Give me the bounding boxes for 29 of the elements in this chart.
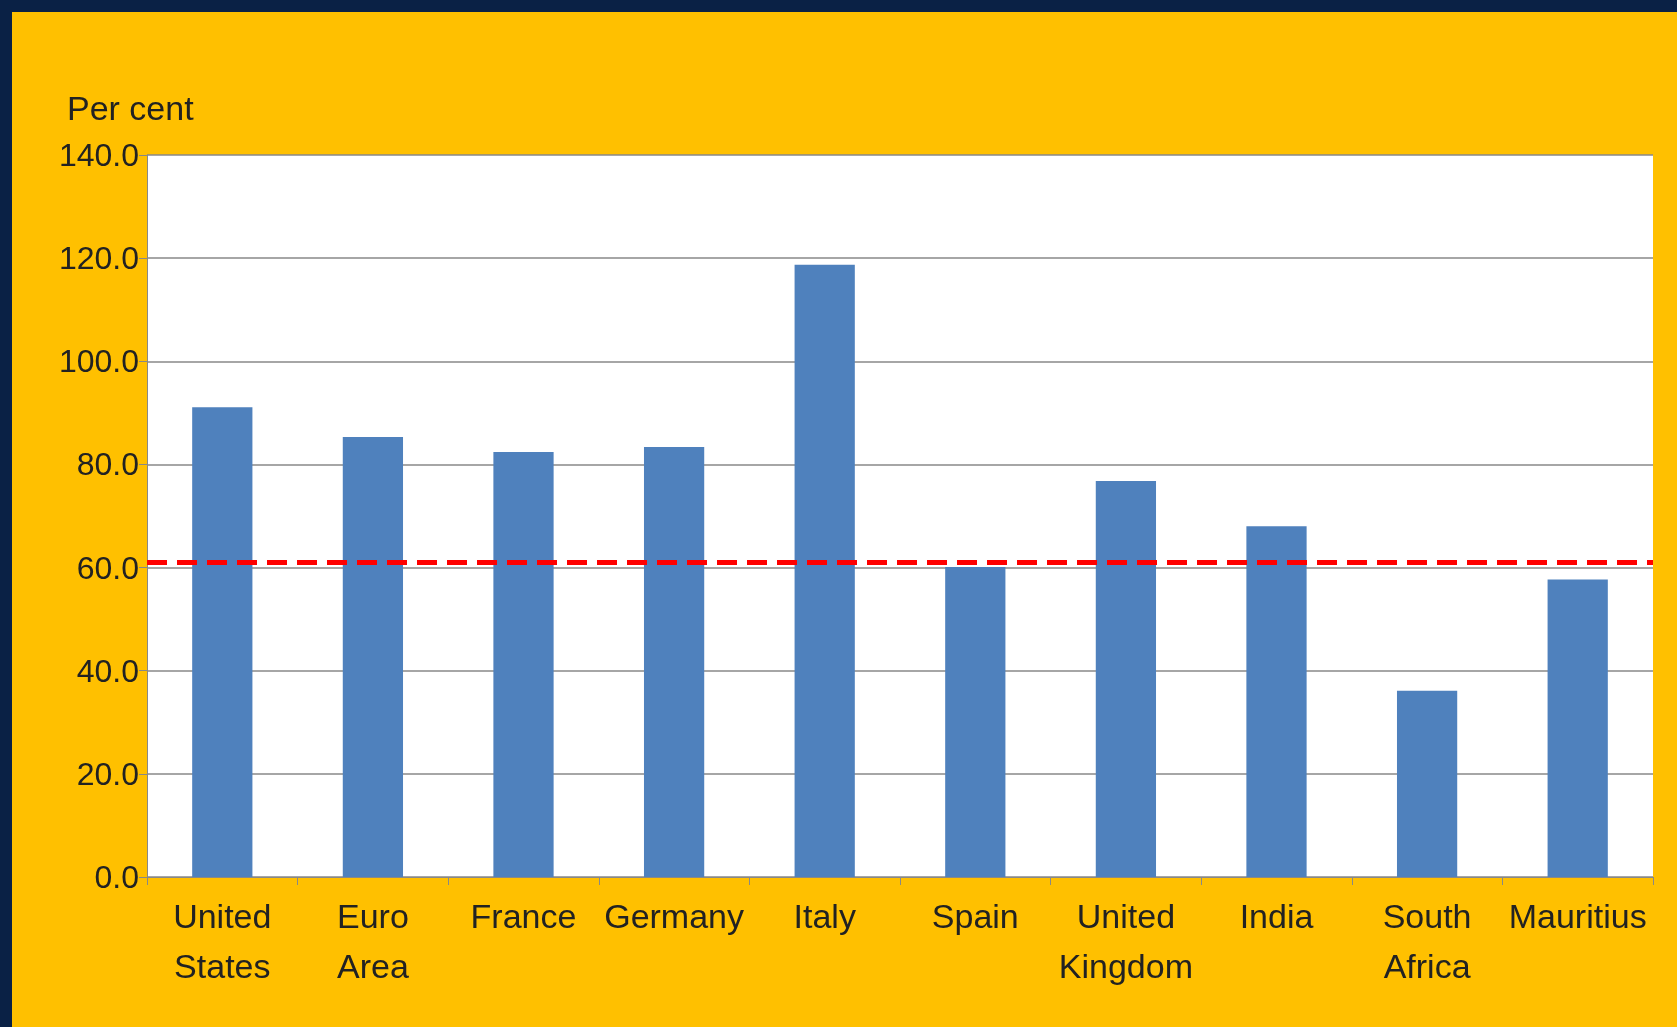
bar bbox=[342, 437, 404, 877]
y-tick-label: 0.0 bbox=[94, 859, 139, 895]
y-axis-title: Per cent bbox=[67, 89, 195, 127]
x-tick-label: Spain bbox=[931, 897, 1019, 935]
bar bbox=[794, 264, 855, 877]
bar bbox=[643, 446, 705, 877]
y-tick-label: 140.0 bbox=[58, 137, 139, 173]
y-tick-label: 100.0 bbox=[58, 343, 139, 380]
x-tick-label: France bbox=[470, 897, 577, 935]
y-tick-label: 60.0 bbox=[76, 549, 139, 586]
y-tick-label: 80.0 bbox=[76, 446, 139, 483]
bar bbox=[1246, 526, 1307, 877]
x-tick-label: United Kingdom bbox=[1058, 897, 1193, 985]
x-tick-label: United States bbox=[173, 897, 272, 985]
bar bbox=[1095, 480, 1157, 877]
bar bbox=[1547, 579, 1608, 877]
bar bbox=[1396, 690, 1458, 877]
x-tick-label: Mauritius bbox=[1508, 897, 1647, 935]
x-tick-label: Euro Area bbox=[336, 897, 409, 985]
x-tick-label: India bbox=[1239, 897, 1314, 935]
y-tick-label: 20.0 bbox=[76, 755, 139, 792]
bar bbox=[192, 407, 253, 877]
bar bbox=[945, 567, 1006, 877]
x-tick-label: Germany bbox=[604, 897, 745, 935]
x-tick-label: South Africa bbox=[1382, 897, 1472, 985]
x-tick-label: Italy bbox=[793, 897, 856, 935]
y-tick-label: 40.0 bbox=[76, 652, 139, 689]
bar bbox=[493, 452, 554, 877]
y-tick-label: 120.0 bbox=[58, 240, 139, 277]
